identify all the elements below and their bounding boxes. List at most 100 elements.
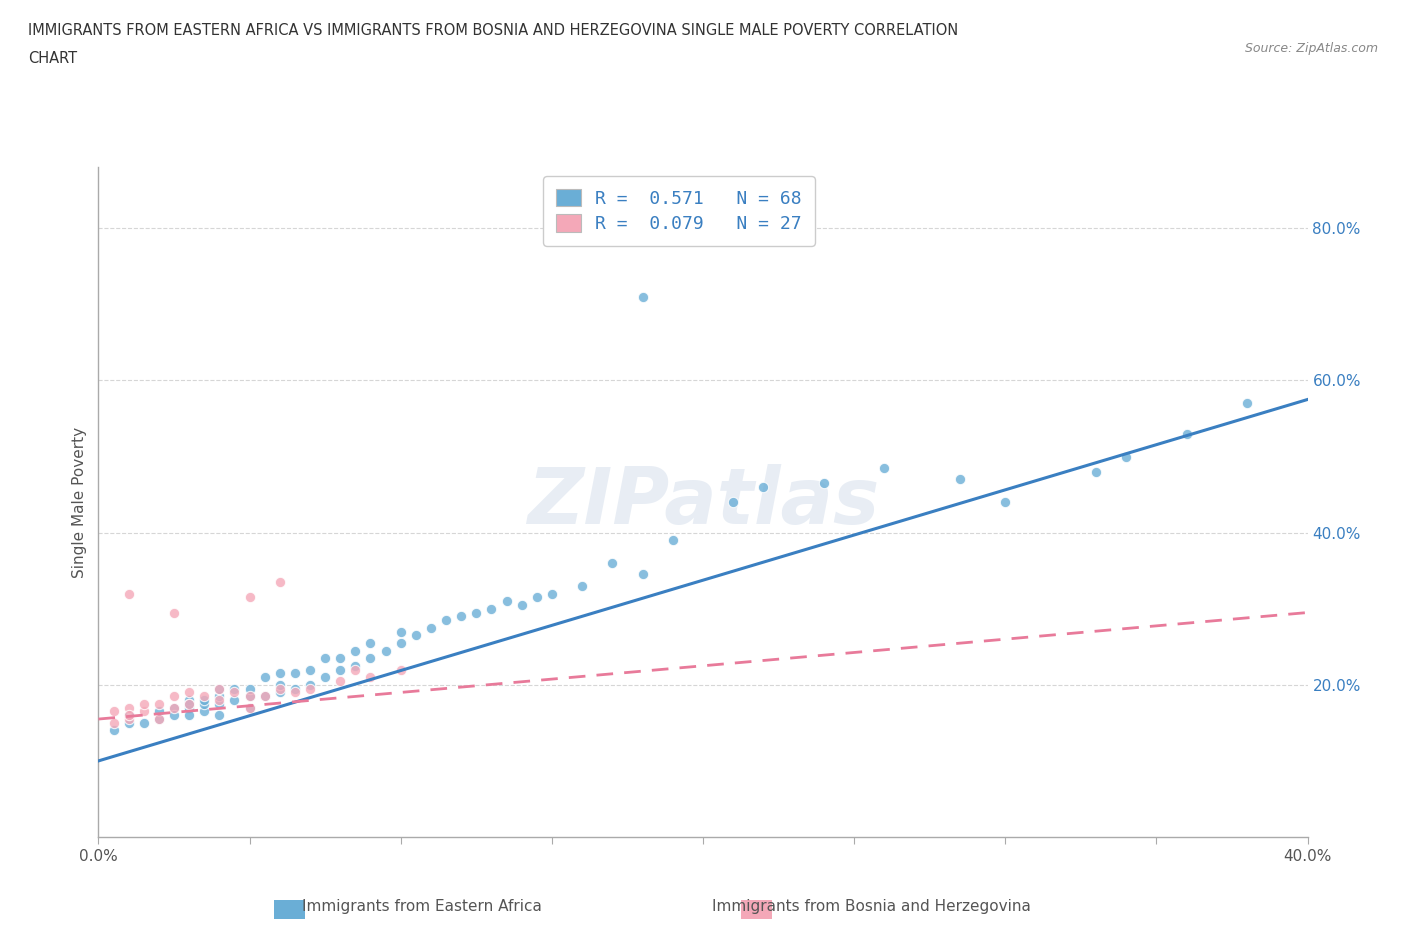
Point bbox=[721, 495, 744, 510]
Point bbox=[360, 670, 382, 684]
Point bbox=[314, 651, 336, 666]
Point bbox=[118, 715, 141, 730]
Point bbox=[602, 555, 624, 570]
Point bbox=[239, 689, 262, 704]
Point bbox=[344, 644, 367, 658]
Point bbox=[450, 609, 472, 624]
Point bbox=[269, 681, 291, 696]
Point bbox=[193, 689, 215, 704]
Point bbox=[284, 681, 307, 696]
Point bbox=[208, 693, 231, 708]
Point bbox=[177, 697, 201, 711]
Point bbox=[405, 628, 427, 643]
Point bbox=[481, 602, 503, 617]
Point bbox=[148, 711, 170, 726]
Point bbox=[253, 689, 276, 704]
Point bbox=[269, 575, 291, 590]
Point bbox=[163, 605, 186, 620]
Point bbox=[148, 697, 170, 711]
Point bbox=[510, 597, 533, 612]
Point bbox=[269, 666, 291, 681]
Point bbox=[631, 567, 654, 582]
Point bbox=[208, 681, 231, 696]
Point bbox=[873, 460, 896, 475]
Point bbox=[526, 590, 548, 604]
Point bbox=[495, 593, 517, 608]
Point bbox=[813, 476, 835, 491]
Point bbox=[360, 635, 382, 650]
Point bbox=[193, 704, 215, 719]
Point bbox=[253, 670, 276, 684]
Point bbox=[193, 693, 215, 708]
Point bbox=[118, 586, 141, 601]
Point bbox=[177, 697, 201, 711]
Point bbox=[118, 711, 141, 726]
Point bbox=[949, 472, 972, 486]
Point bbox=[163, 689, 186, 704]
Point bbox=[269, 685, 291, 700]
Point bbox=[329, 651, 352, 666]
Point bbox=[239, 590, 262, 604]
Point bbox=[163, 708, 186, 723]
Text: Immigrants from Eastern Africa: Immigrants from Eastern Africa bbox=[302, 899, 541, 914]
Point bbox=[253, 689, 276, 704]
Text: CHART: CHART bbox=[28, 51, 77, 66]
Point bbox=[284, 666, 307, 681]
Point bbox=[239, 700, 262, 715]
Point bbox=[661, 533, 683, 548]
Point bbox=[177, 700, 201, 715]
Point bbox=[360, 651, 382, 666]
Point bbox=[389, 624, 412, 639]
Point bbox=[434, 613, 457, 628]
Point bbox=[344, 658, 367, 673]
Point bbox=[208, 708, 231, 723]
Point bbox=[132, 704, 155, 719]
Point bbox=[132, 715, 155, 730]
Point bbox=[239, 700, 262, 715]
Legend: R =  0.571   N = 68, R =  0.079   N = 27: R = 0.571 N = 68, R = 0.079 N = 27 bbox=[543, 177, 814, 246]
Point bbox=[994, 495, 1017, 510]
Point bbox=[103, 723, 125, 737]
Point bbox=[148, 704, 170, 719]
Point bbox=[163, 700, 186, 715]
Point bbox=[299, 677, 322, 692]
Point bbox=[177, 685, 201, 700]
Point bbox=[103, 704, 125, 719]
Point bbox=[193, 697, 215, 711]
Text: Immigrants from Bosnia and Herzegovina: Immigrants from Bosnia and Herzegovina bbox=[713, 899, 1031, 914]
Point bbox=[631, 289, 654, 304]
Point bbox=[163, 700, 186, 715]
Text: IMMIGRANTS FROM EASTERN AFRICA VS IMMIGRANTS FROM BOSNIA AND HERZEGOVINA SINGLE : IMMIGRANTS FROM EASTERN AFRICA VS IMMIGR… bbox=[28, 23, 959, 38]
Point bbox=[118, 708, 141, 723]
Point bbox=[103, 715, 125, 730]
Point bbox=[299, 662, 322, 677]
Point bbox=[329, 662, 352, 677]
Point bbox=[284, 685, 307, 700]
Text: ZIPatlas: ZIPatlas bbox=[527, 464, 879, 540]
Point bbox=[177, 693, 201, 708]
Point bbox=[118, 700, 141, 715]
Point bbox=[752, 480, 775, 495]
Point bbox=[571, 578, 593, 593]
Point bbox=[132, 697, 155, 711]
Point bbox=[208, 681, 231, 696]
Point bbox=[465, 605, 488, 620]
Point bbox=[299, 681, 322, 696]
Point bbox=[314, 670, 336, 684]
Point bbox=[389, 662, 412, 677]
Point bbox=[329, 673, 352, 688]
Point bbox=[208, 697, 231, 711]
Point bbox=[269, 677, 291, 692]
Point bbox=[208, 689, 231, 704]
Point bbox=[224, 693, 246, 708]
Point bbox=[389, 635, 412, 650]
Point bbox=[239, 681, 262, 696]
Point bbox=[239, 689, 262, 704]
Y-axis label: Single Male Poverty: Single Male Poverty bbox=[72, 427, 87, 578]
Point bbox=[177, 708, 201, 723]
Point bbox=[540, 586, 562, 601]
Point bbox=[1175, 426, 1198, 441]
Point bbox=[344, 662, 367, 677]
Point bbox=[1085, 464, 1108, 479]
Text: Source: ZipAtlas.com: Source: ZipAtlas.com bbox=[1244, 42, 1378, 55]
